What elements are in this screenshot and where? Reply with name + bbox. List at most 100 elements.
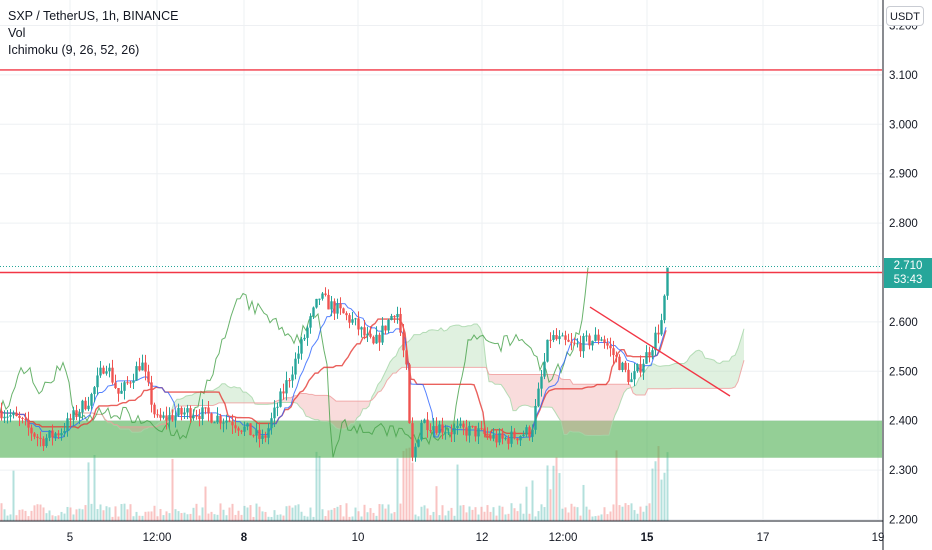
price-tick-label: 2.900 (889, 169, 918, 181)
volume-bar (198, 515, 201, 521)
cloud-segment (120, 426, 123, 430)
volume-bar (414, 514, 417, 521)
candle-body (624, 362, 627, 370)
candle-body (402, 332, 405, 351)
volume-bar (258, 506, 261, 521)
volume-bar (486, 505, 489, 521)
cloud-segment (336, 401, 339, 429)
volume-bar (78, 508, 81, 521)
candle-body (192, 415, 195, 419)
candle-body (294, 358, 297, 375)
candle-body (66, 418, 69, 432)
candle-body (417, 439, 420, 447)
cloud-segment (633, 384, 636, 395)
volume-bar (225, 515, 228, 521)
candle-body (138, 366, 141, 371)
cloud-segment (570, 379, 573, 432)
volume-bar (540, 504, 543, 521)
volume-bar (444, 515, 447, 521)
cloud-segment (186, 395, 189, 406)
volume-bar (120, 504, 123, 521)
candle-body (312, 307, 315, 317)
candle-body (189, 408, 192, 419)
cloud-segment (210, 390, 213, 406)
candle-body (30, 427, 33, 434)
cloud-segment (453, 325, 456, 368)
cloud-segment (588, 384, 591, 436)
cloud-segment (222, 383, 225, 403)
candle-body (585, 335, 588, 337)
volume-bar (24, 510, 27, 521)
cloud-segment (591, 384, 594, 436)
volume-bar (33, 505, 36, 521)
resistance-lines[interactable] (0, 69, 882, 397)
volume-bar (366, 512, 369, 521)
candle-body (432, 426, 435, 431)
price-tick-label: 2.800 (889, 218, 918, 230)
cloud-segment (318, 395, 321, 422)
cloud-segment (462, 326, 465, 368)
cloud-segment (411, 334, 414, 368)
volume-bar (327, 510, 330, 521)
candle-body (216, 415, 219, 423)
candle-body (315, 298, 318, 308)
candle-body (60, 433, 63, 436)
trendline[interactable] (589, 306, 731, 397)
volume-bar (519, 503, 522, 521)
volume-bar (522, 513, 525, 521)
volume-bar (15, 515, 18, 521)
price-tick-label: 2.400 (889, 416, 918, 428)
cloud-segment (732, 355, 735, 389)
ichimoku-indicator-label[interactable]: Ichimoku (9, 26, 52, 26) (8, 43, 140, 57)
volume-bar (3, 509, 6, 521)
cloud-segment (636, 378, 639, 395)
volume-bar (474, 507, 477, 521)
candle-body (144, 362, 147, 372)
candle-body (510, 431, 513, 444)
candle-body (213, 422, 216, 424)
volume-bar (153, 505, 156, 521)
price-tick-label: 2.300 (889, 465, 918, 477)
currency-button[interactable]: USDT (886, 6, 924, 26)
cloud-segment (606, 384, 609, 436)
volume-bar (573, 506, 576, 521)
candle-body (621, 362, 624, 371)
volume-bar (216, 514, 219, 521)
candle-body (381, 325, 384, 343)
cloud-segment (720, 361, 723, 389)
cloud-segment (330, 396, 333, 425)
cloud-segment (216, 386, 219, 405)
volume-bar (393, 512, 396, 521)
volume-bar (231, 503, 234, 521)
time-tick-label: 15 (641, 532, 654, 544)
candle-body (195, 415, 198, 417)
volume-bar (42, 507, 45, 521)
candle-body (135, 366, 138, 381)
cloud-segment (738, 338, 741, 382)
candle-body (42, 438, 45, 447)
candle-body (516, 438, 519, 441)
volume-indicator-label[interactable]: Vol (8, 26, 26, 40)
volume-bar (228, 507, 231, 521)
volume-bar (6, 515, 9, 521)
cloud-segment (495, 374, 498, 385)
tenkan-sen-line (0, 303, 667, 439)
volume-bar (21, 509, 24, 521)
cloud-segment (645, 367, 648, 395)
cloud-segment (468, 325, 471, 368)
cloud-segment (207, 390, 210, 406)
volume-bar (36, 504, 39, 521)
volume-bar (564, 507, 567, 521)
cloud-segment (234, 386, 237, 403)
price-tick-label: 2.600 (889, 317, 918, 329)
candle-body (234, 425, 237, 429)
symbol-title[interactable]: SXP / TetherUS, 1h, BINANCE (8, 9, 179, 23)
candle-body (468, 425, 471, 436)
candle-body (360, 327, 363, 330)
cloud-segment (585, 384, 588, 436)
candle-body (93, 387, 96, 395)
cloud-segment (456, 325, 459, 368)
volume-bar (168, 513, 171, 521)
candle-body (285, 380, 288, 394)
